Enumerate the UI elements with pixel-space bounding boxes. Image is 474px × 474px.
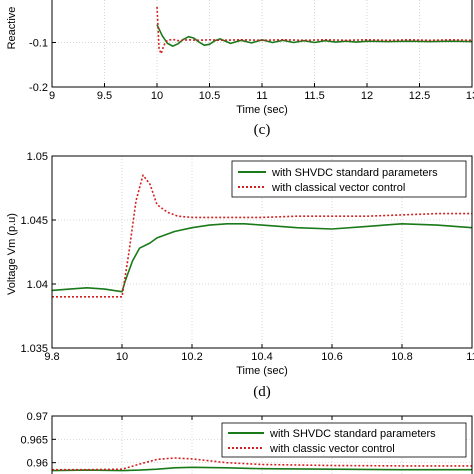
chart-panel-d: Voltage Vm (p.u) 9.8 10 10.2 10.4 10.6 10.8 1 1… [6, 151, 474, 400]
series-line-e-0 [51, 466, 472, 472]
legend-box-d [231, 160, 467, 198]
legend-label-e-1: with classic vector control [269, 443, 395, 455]
plot-frame-c [51, 0, 473, 88]
series-line-c-0 [156, 24, 473, 47]
legend-label-e-0: with SHVDC standard parameters [269, 428, 436, 440]
legend-label-d-0: with SHVDC standard parameters [271, 167, 438, 179]
plot-frame-d [51, 155, 473, 349]
caption-c: (c) [254, 122, 271, 138]
ticks-e: 0.97 0.965 0.96 [20, 411, 473, 470]
series-c [156, 6, 473, 55]
y-tick-label-d: 1.035 [20, 343, 48, 355]
x-tick-label-c: 11.5 [304, 90, 325, 102]
plot-frame-e [51, 415, 473, 474]
caption-d: (d) [253, 384, 271, 400]
legend-e: with SHVDC standard parameters with clas… [221, 422, 467, 458]
series-d [51, 174, 473, 298]
legend-d: with SHVDC standard parameters with clas… [231, 160, 467, 198]
legend-label-d-1: with classical vector control [271, 182, 405, 194]
y-tick-label-d: 1.045 [20, 215, 48, 227]
ticks-d: 9.8 10 10.2 10.4 10.6 10.8 11 1.05 1.045 1.04 1.03… [20, 151, 474, 363]
y-tick-label-c: -0.1 [29, 38, 48, 50]
x-tick-label-d: 10.4 [251, 351, 272, 363]
grid-c [52, 0, 472, 87]
x-tick-label-c: 12 [361, 90, 373, 102]
y-tick-label-c: -0.2 [29, 82, 48, 94]
y-tick-label-e: 0.965 [20, 434, 48, 446]
x-tick-label-d: 9.8 [44, 351, 59, 363]
ticks-c: 9 9.5 10 10.5 11 11.5 12 12.5 13 -0.1 -0.2 [29, 38, 474, 103]
x-tick-label-c: 10 [151, 90, 163, 102]
grid-d [52, 156, 472, 348]
y-axis-label-c: Reactive [6, 7, 18, 50]
x-axis-label-c: Time (sec) [236, 104, 288, 116]
x-tick-label-c: 9 [49, 90, 55, 102]
x-tick-label-d: 10.6 [321, 351, 342, 363]
series-line-c-1 [156, 6, 473, 55]
y-tick-label-d: 1.05 [27, 151, 48, 163]
x-axis-label-d: Time (sec) [236, 365, 288, 377]
x-tick-label-c: 12.5 [409, 90, 430, 102]
y-axis-label-d: Voltage Vm (p.u) [6, 213, 18, 295]
legend-box-e [221, 422, 467, 458]
x-tick-label-d: 11 [466, 351, 474, 363]
y-tick-label-d: 1.04 [27, 279, 48, 291]
y-tick-label-e: 0.97 [27, 411, 48, 423]
series-line-d-0 [51, 223, 473, 293]
x-tick-label-c: 13 [466, 90, 474, 102]
chart-panel-e: 0.97 0.965 0.96 with SHVDC standard parame… [20, 411, 473, 474]
series-line-e-1 [52, 457, 472, 471]
chart-panel-c: Reactive 9 9.5 10 10.5 11 11.5 12 12.5 13 -0.1 -0.… [6, 0, 474, 138]
x-tick-label-c: 10.5 [199, 90, 220, 102]
x-tick-label-c: 9.5 [97, 90, 112, 102]
x-tick-label-d: 10.2 [181, 351, 202, 363]
series-e [51, 457, 472, 472]
x-tick-label-d: 10 [116, 351, 128, 363]
x-tick-label-c: 11 [256, 90, 267, 102]
y-tick-label-e: 0.96 [27, 458, 48, 470]
x-tick-label-d: 10.8 [391, 351, 412, 363]
